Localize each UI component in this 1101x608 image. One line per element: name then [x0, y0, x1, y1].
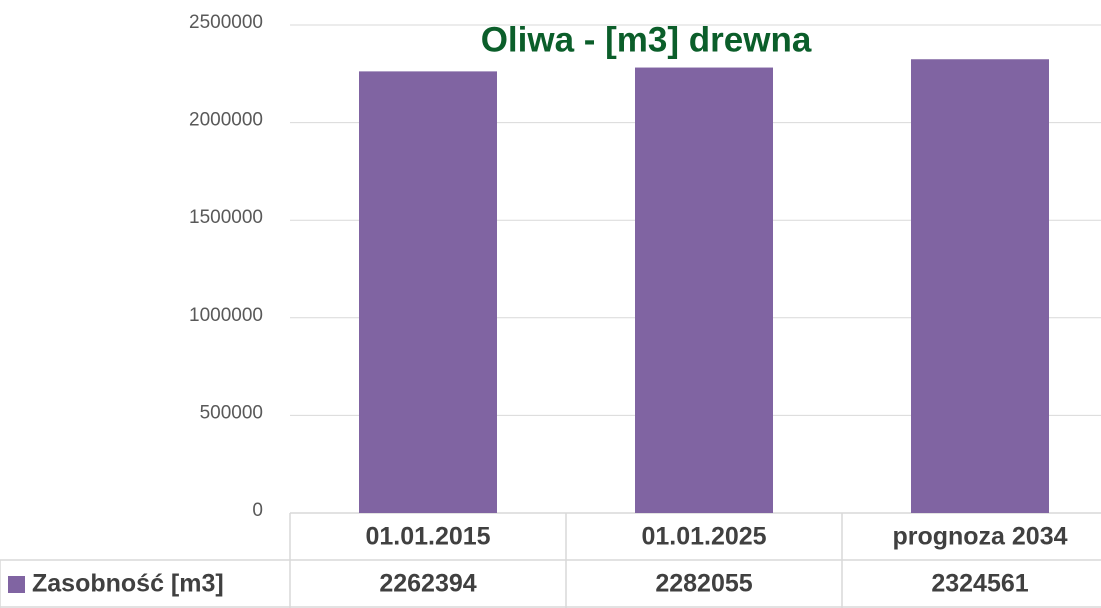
y-tick-label: 500000 — [200, 402, 263, 423]
x-tick-label: 01.01.2015 — [365, 523, 490, 551]
table-value: 2262394 — [379, 570, 476, 598]
x-tick-label: 01.01.2025 — [641, 523, 766, 551]
y-tick-label: 2500000 — [189, 12, 263, 33]
bar — [911, 59, 1049, 513]
y-tick-label: 1000000 — [189, 305, 263, 326]
table-value: 2324561 — [931, 570, 1028, 598]
legend-label: Zasobność [m3] — [32, 570, 224, 598]
y-tick-label: 1500000 — [189, 207, 263, 228]
bar — [359, 71, 497, 514]
y-tick-label: 0 — [252, 500, 263, 521]
table-value: 2282055 — [655, 570, 752, 598]
bar — [635, 67, 773, 514]
x-tick-label: prognoza 2034 — [892, 523, 1067, 551]
legend-swatch — [8, 576, 25, 593]
chart-title: Oliwa - [m3] drewna — [481, 20, 812, 59]
y-tick-label: 2000000 — [189, 110, 263, 131]
